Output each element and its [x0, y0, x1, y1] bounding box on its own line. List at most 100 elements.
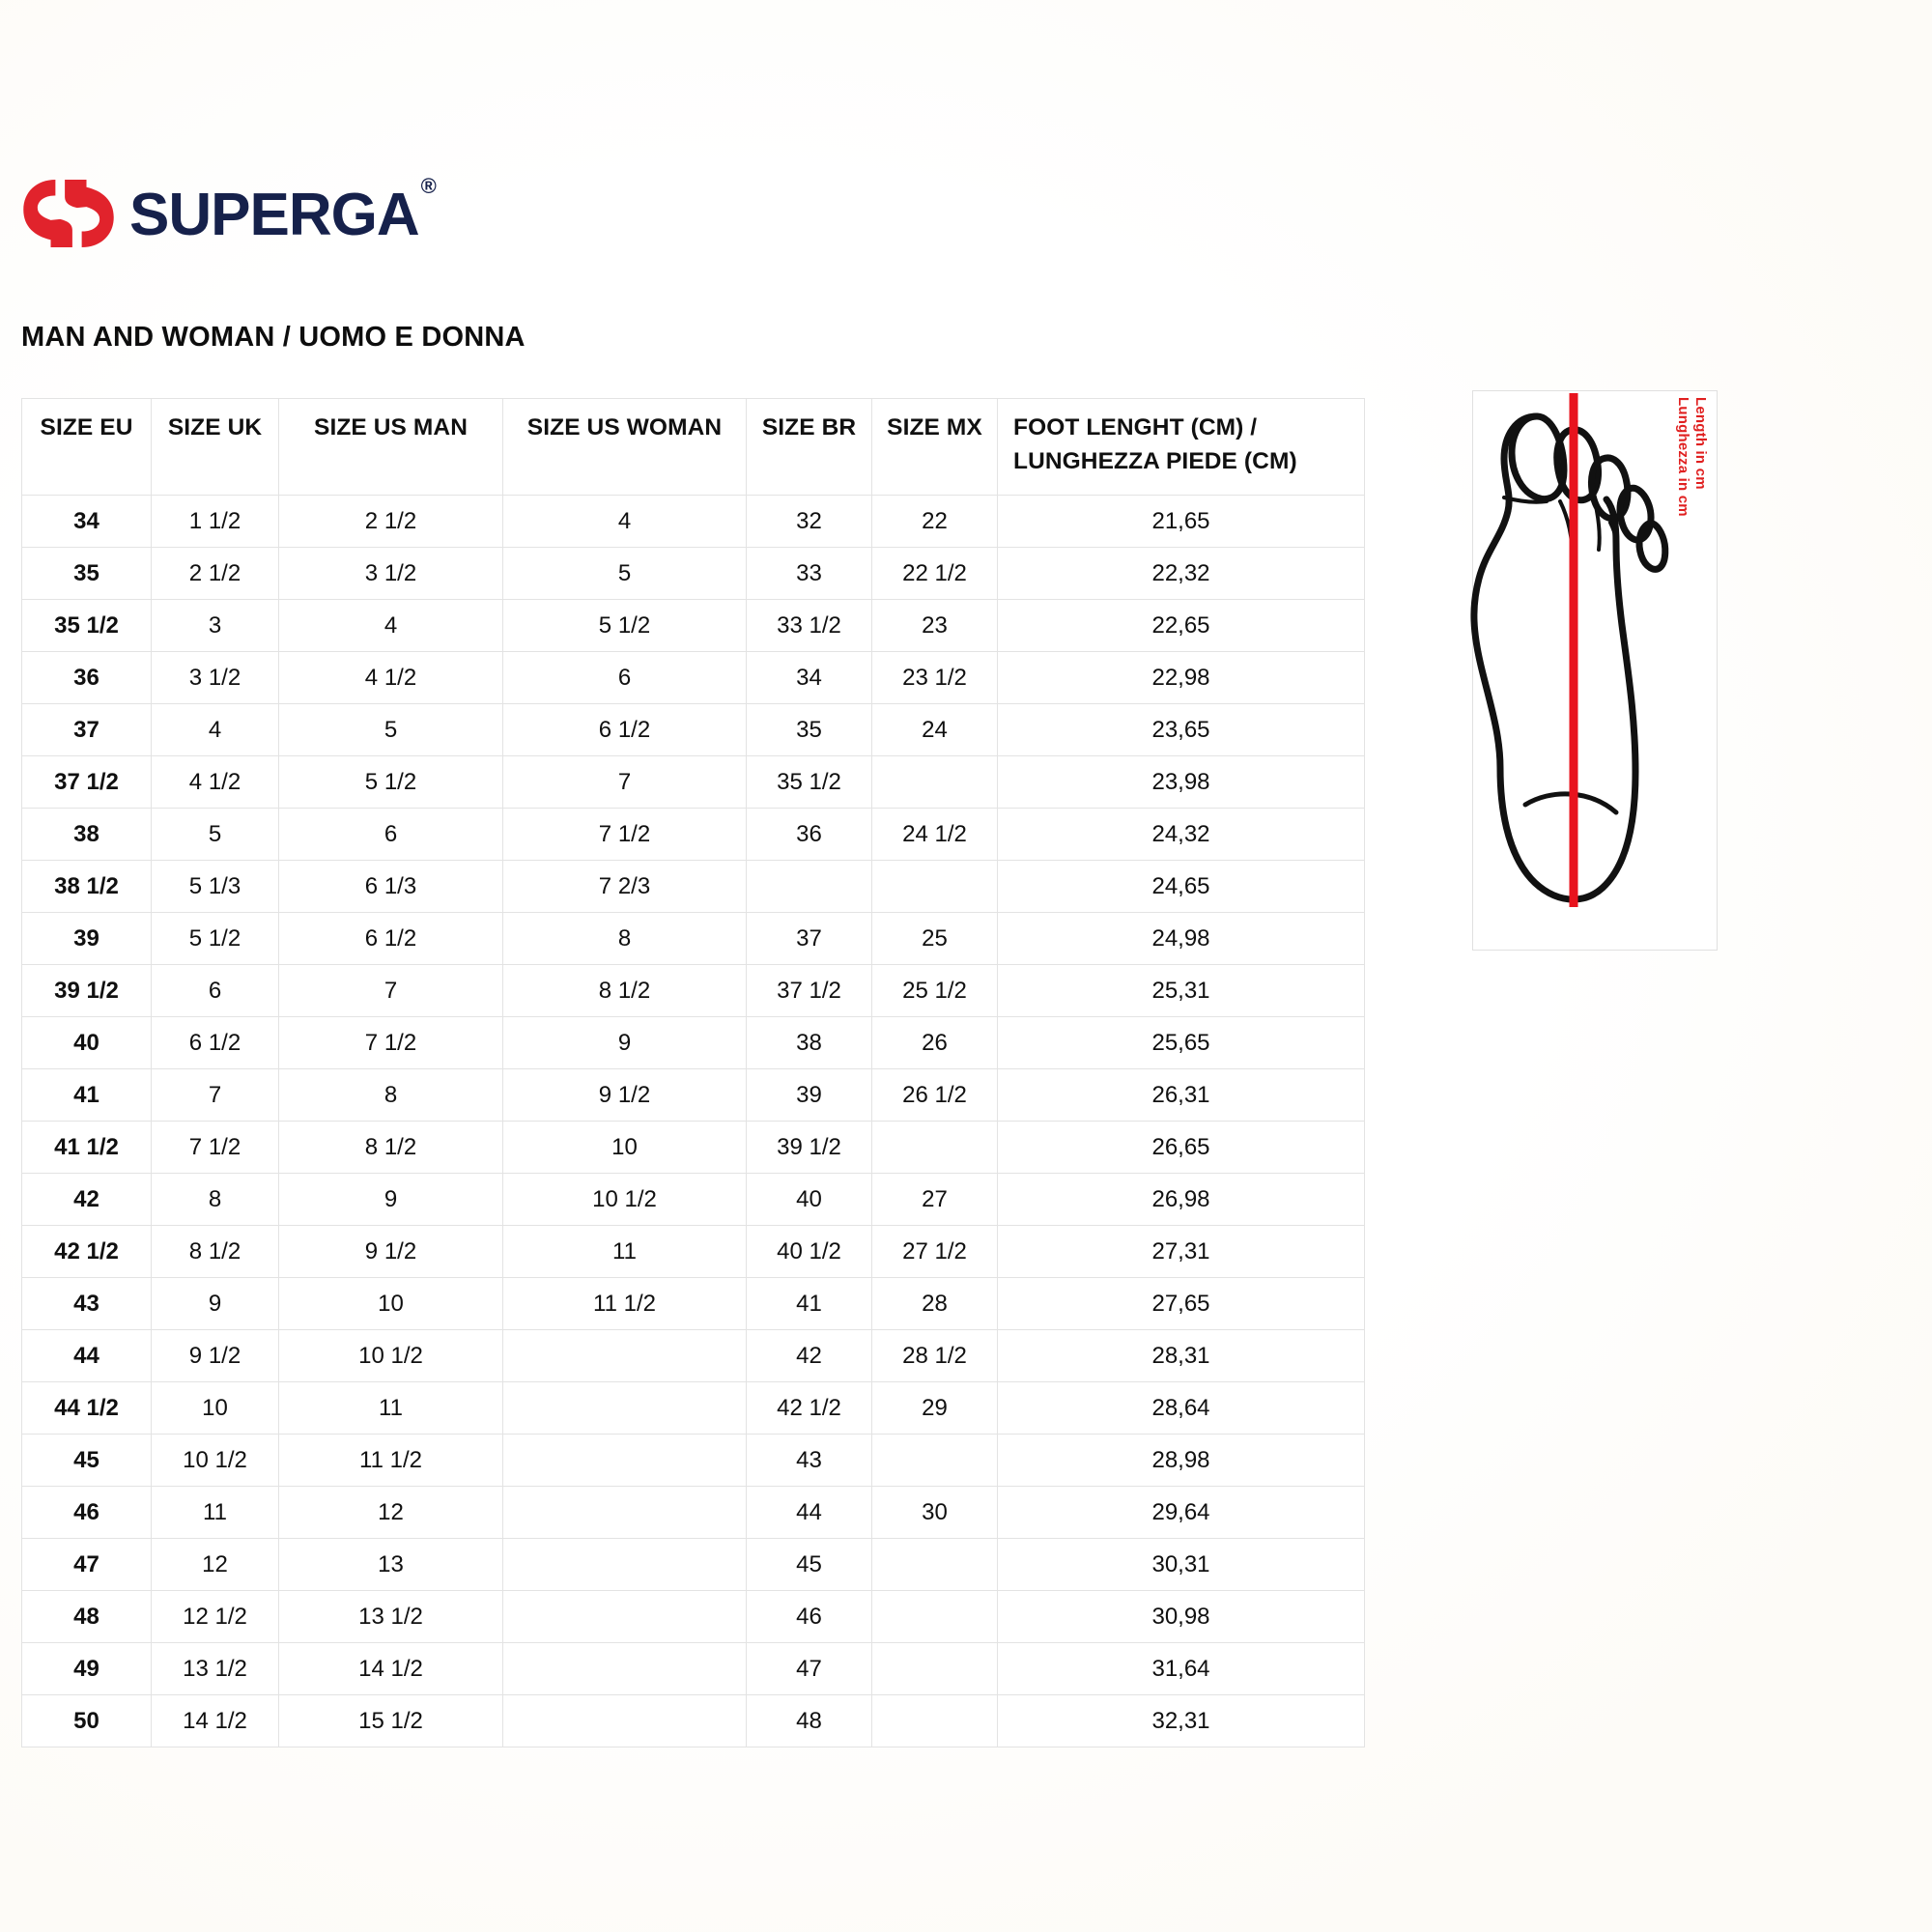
cell-us-woman: [502, 1642, 747, 1695]
cell-us-woman: 10: [502, 1121, 747, 1174]
cell-mx: 24: [871, 703, 998, 756]
cell-us-man: 15 1/2: [278, 1694, 503, 1747]
cell-uk: 4: [151, 703, 279, 756]
table-row: 35 2 1/2 3 1/2 5 33 22 1/2 22,32: [21, 547, 1365, 600]
cell-uk: 11: [151, 1486, 279, 1539]
cell-mx: 27 1/2: [871, 1225, 998, 1278]
table-row: 44 9 1/2 10 1/2 42 28 1/2 28,31: [21, 1329, 1365, 1382]
cell-uk: 12: [151, 1538, 279, 1591]
cell-br: 47: [746, 1642, 872, 1695]
cell-br: [746, 860, 872, 913]
cell-br: 36: [746, 808, 872, 861]
cell-br: 41: [746, 1277, 872, 1330]
cell-us-man: 6 1/2: [278, 912, 503, 965]
cell-us-man: 14 1/2: [278, 1642, 503, 1695]
cell-foot-length: 23,98: [997, 755, 1365, 809]
cell-eu: 50: [21, 1694, 152, 1747]
cell-foot-length: 28,64: [997, 1381, 1365, 1435]
cell-us-man: 8 1/2: [278, 1121, 503, 1174]
column-header-size-uk: SIZE UK: [151, 398, 279, 496]
cell-eu: 43: [21, 1277, 152, 1330]
table-row: 34 1 1/2 2 1/2 4 32 22 21,65: [21, 495, 1365, 548]
cell-mx: 26: [871, 1016, 998, 1069]
cell-mx: [871, 860, 998, 913]
cell-us-man: 9: [278, 1173, 503, 1226]
cell-uk: 1 1/2: [151, 495, 279, 548]
cell-uk: 13 1/2: [151, 1642, 279, 1695]
table-row: 42 1/2 8 1/2 9 1/2 11 40 1/2 27 1/2 27,31: [21, 1225, 1365, 1278]
table-row: 38 1/2 5 1/3 6 1/3 7 2/3 24,65: [21, 860, 1365, 913]
cell-us-man: 10 1/2: [278, 1329, 503, 1382]
cell-us-woman: 6: [502, 651, 747, 704]
cell-eu: 38: [21, 808, 152, 861]
superga-wordmark: SUPERGA: [129, 182, 420, 248]
cell-us-man: 2 1/2: [278, 495, 503, 548]
cell-eu: 44 1/2: [21, 1381, 152, 1435]
cell-us-woman: [502, 1590, 747, 1643]
cell-us-woman: [502, 1329, 747, 1382]
cell-us-man: 13: [278, 1538, 503, 1591]
table-row: 45 10 1/2 11 1/2 43 28,98: [21, 1434, 1365, 1487]
cell-uk: 7: [151, 1068, 279, 1122]
cell-us-woman: 7 2/3: [502, 860, 747, 913]
cell-foot-length: 23,65: [997, 703, 1365, 756]
cell-mx: [871, 1694, 998, 1747]
column-header-size-us-woman: SIZE US WOMAN: [502, 398, 747, 496]
cell-foot-length: 29,64: [997, 1486, 1365, 1539]
table-row: 37 1/2 4 1/2 5 1/2 7 35 1/2 23,98: [21, 755, 1365, 809]
cell-uk: 5 1/3: [151, 860, 279, 913]
cell-uk: 8: [151, 1173, 279, 1226]
cell-br: 46: [746, 1590, 872, 1643]
cell-us-man: 4: [278, 599, 503, 652]
cell-br: 39: [746, 1068, 872, 1122]
cell-us-woman: [502, 1381, 747, 1435]
foot-measurement-diagram: Length in cm Lunghezza in cm: [1470, 390, 1718, 951]
cell-us-woman: 7 1/2: [502, 808, 747, 861]
cell-br: 37 1/2: [746, 964, 872, 1017]
cell-uk: 3: [151, 599, 279, 652]
cell-eu: 45: [21, 1434, 152, 1487]
cell-mx: 30: [871, 1486, 998, 1539]
cell-br: 45: [746, 1538, 872, 1591]
cell-br: 32: [746, 495, 872, 548]
cell-eu: 41: [21, 1068, 152, 1122]
cell-foot-length: 21,65: [997, 495, 1365, 548]
cell-us-man: 13 1/2: [278, 1590, 503, 1643]
cell-eu: 42 1/2: [21, 1225, 152, 1278]
cell-us-man: 10: [278, 1277, 503, 1330]
column-header-size-mx: SIZE MX: [871, 398, 998, 496]
column-header-size-br: SIZE BR: [746, 398, 872, 496]
cell-us-man: 11 1/2: [278, 1434, 503, 1487]
cell-foot-length: 28,31: [997, 1329, 1365, 1382]
cell-us-man: 8: [278, 1068, 503, 1122]
length-label-italian: Lunghezza in cm: [1675, 397, 1691, 517]
cell-eu: 37 1/2: [21, 755, 152, 809]
cell-uk: 9: [151, 1277, 279, 1330]
cell-eu: 41 1/2: [21, 1121, 152, 1174]
cell-foot-length: 25,65: [997, 1016, 1365, 1069]
cell-us-woman: 6 1/2: [502, 703, 747, 756]
cell-uk: 10 1/2: [151, 1434, 279, 1487]
cell-eu: 39 1/2: [21, 964, 152, 1017]
cell-mx: 23: [871, 599, 998, 652]
cell-foot-length: 31,64: [997, 1642, 1365, 1695]
cell-us-woman: 5 1/2: [502, 599, 747, 652]
cell-eu: 42: [21, 1173, 152, 1226]
cell-us-man: 6: [278, 808, 503, 861]
cell-us-man: 7 1/2: [278, 1016, 503, 1069]
cell-us-woman: 7: [502, 755, 747, 809]
cell-br: 44: [746, 1486, 872, 1539]
cell-eu: 37: [21, 703, 152, 756]
cell-uk: 7 1/2: [151, 1121, 279, 1174]
table-body: 34 1 1/2 2 1/2 4 32 22 21,65 35 2 1/2 3 1/2 5 33 22 …: [21, 495, 1365, 1747]
table-row: 50 14 1/2 15 1/2 48 32,31: [21, 1694, 1365, 1747]
cell-mx: [871, 1121, 998, 1174]
cell-foot-length: 32,31: [997, 1694, 1365, 1747]
cell-uk: 4 1/2: [151, 755, 279, 809]
foot-length-axis-labels: Length in cm Lunghezza in cm: [1670, 397, 1715, 716]
cell-br: 39 1/2: [746, 1121, 872, 1174]
table-row: 39 5 1/2 6 1/2 8 37 25 24,98: [21, 912, 1365, 965]
cell-mx: 26 1/2: [871, 1068, 998, 1122]
cell-mx: 27: [871, 1173, 998, 1226]
cell-foot-length: 26,98: [997, 1173, 1365, 1226]
